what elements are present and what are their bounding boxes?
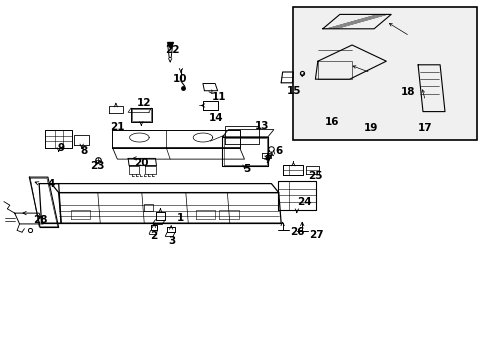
Text: 8: 8	[81, 146, 87, 156]
Text: 26: 26	[289, 227, 304, 237]
Text: 4: 4	[47, 179, 55, 189]
Text: 14: 14	[208, 113, 223, 123]
Text: 23: 23	[90, 161, 105, 171]
Text: 21: 21	[110, 122, 124, 132]
Text: 19: 19	[363, 123, 377, 133]
Text: 3: 3	[168, 236, 175, 246]
Text: 2: 2	[150, 231, 157, 241]
Text: 11: 11	[211, 92, 226, 102]
Text: 1: 1	[176, 213, 183, 223]
Text: 7: 7	[264, 155, 271, 165]
Text: 22: 22	[164, 45, 179, 55]
Text: 13: 13	[254, 121, 268, 131]
Text: 27: 27	[309, 230, 324, 240]
Text: 25: 25	[307, 171, 322, 181]
Text: 28: 28	[33, 215, 47, 225]
Text: 24: 24	[296, 197, 311, 207]
Text: 20: 20	[134, 158, 149, 168]
Text: 18: 18	[400, 87, 415, 97]
Text: 17: 17	[417, 123, 432, 133]
Bar	[293, 7, 476, 140]
Text: 9: 9	[58, 143, 64, 153]
Text: 15: 15	[286, 86, 301, 96]
Text: 10: 10	[172, 74, 187, 84]
Text: 6: 6	[275, 146, 282, 156]
Text: 5: 5	[243, 164, 250, 174]
Text: 16: 16	[325, 117, 339, 127]
Text: 12: 12	[137, 98, 151, 108]
